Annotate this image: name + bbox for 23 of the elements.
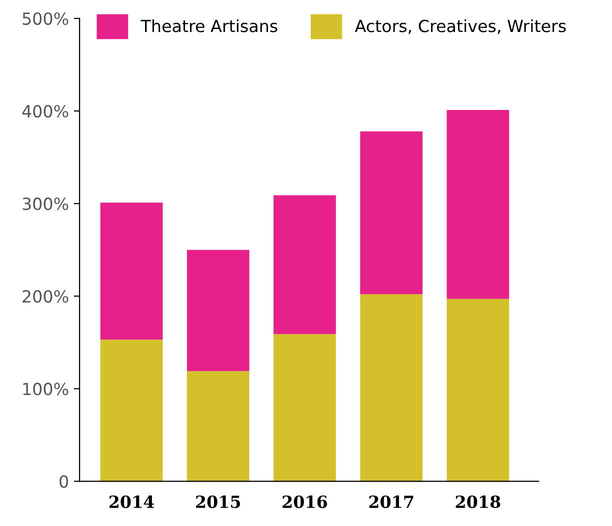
bar	[100, 202, 163, 340]
x-tick-label: 2016	[282, 495, 328, 508]
bar	[360, 294, 423, 482]
legend-label: Actors, Creatives, Writers	[354, 19, 566, 34]
y-tick-label: 400%	[22, 104, 68, 118]
y-tick-label: 0	[60, 475, 68, 488]
y-tick-label: 500%	[22, 12, 68, 25]
bar	[360, 131, 423, 294]
bar	[446, 110, 510, 299]
x-tick-label: 2014	[109, 495, 154, 508]
bar	[274, 334, 336, 482]
bar	[274, 195, 336, 334]
x-tick-label: 2018	[456, 495, 500, 508]
bar	[446, 298, 510, 482]
legend-label: Theatre Artisans	[140, 19, 278, 32]
y-tick-label: 100%	[23, 382, 68, 396]
y-tick-label: 300%	[22, 198, 68, 210]
y-tick-label: 200%	[22, 290, 68, 303]
bar	[100, 340, 163, 482]
x-tick-label: 2015	[196, 495, 240, 508]
bar	[186, 250, 250, 372]
x-tick-label: 2017	[369, 495, 414, 508]
bar	[186, 371, 250, 482]
